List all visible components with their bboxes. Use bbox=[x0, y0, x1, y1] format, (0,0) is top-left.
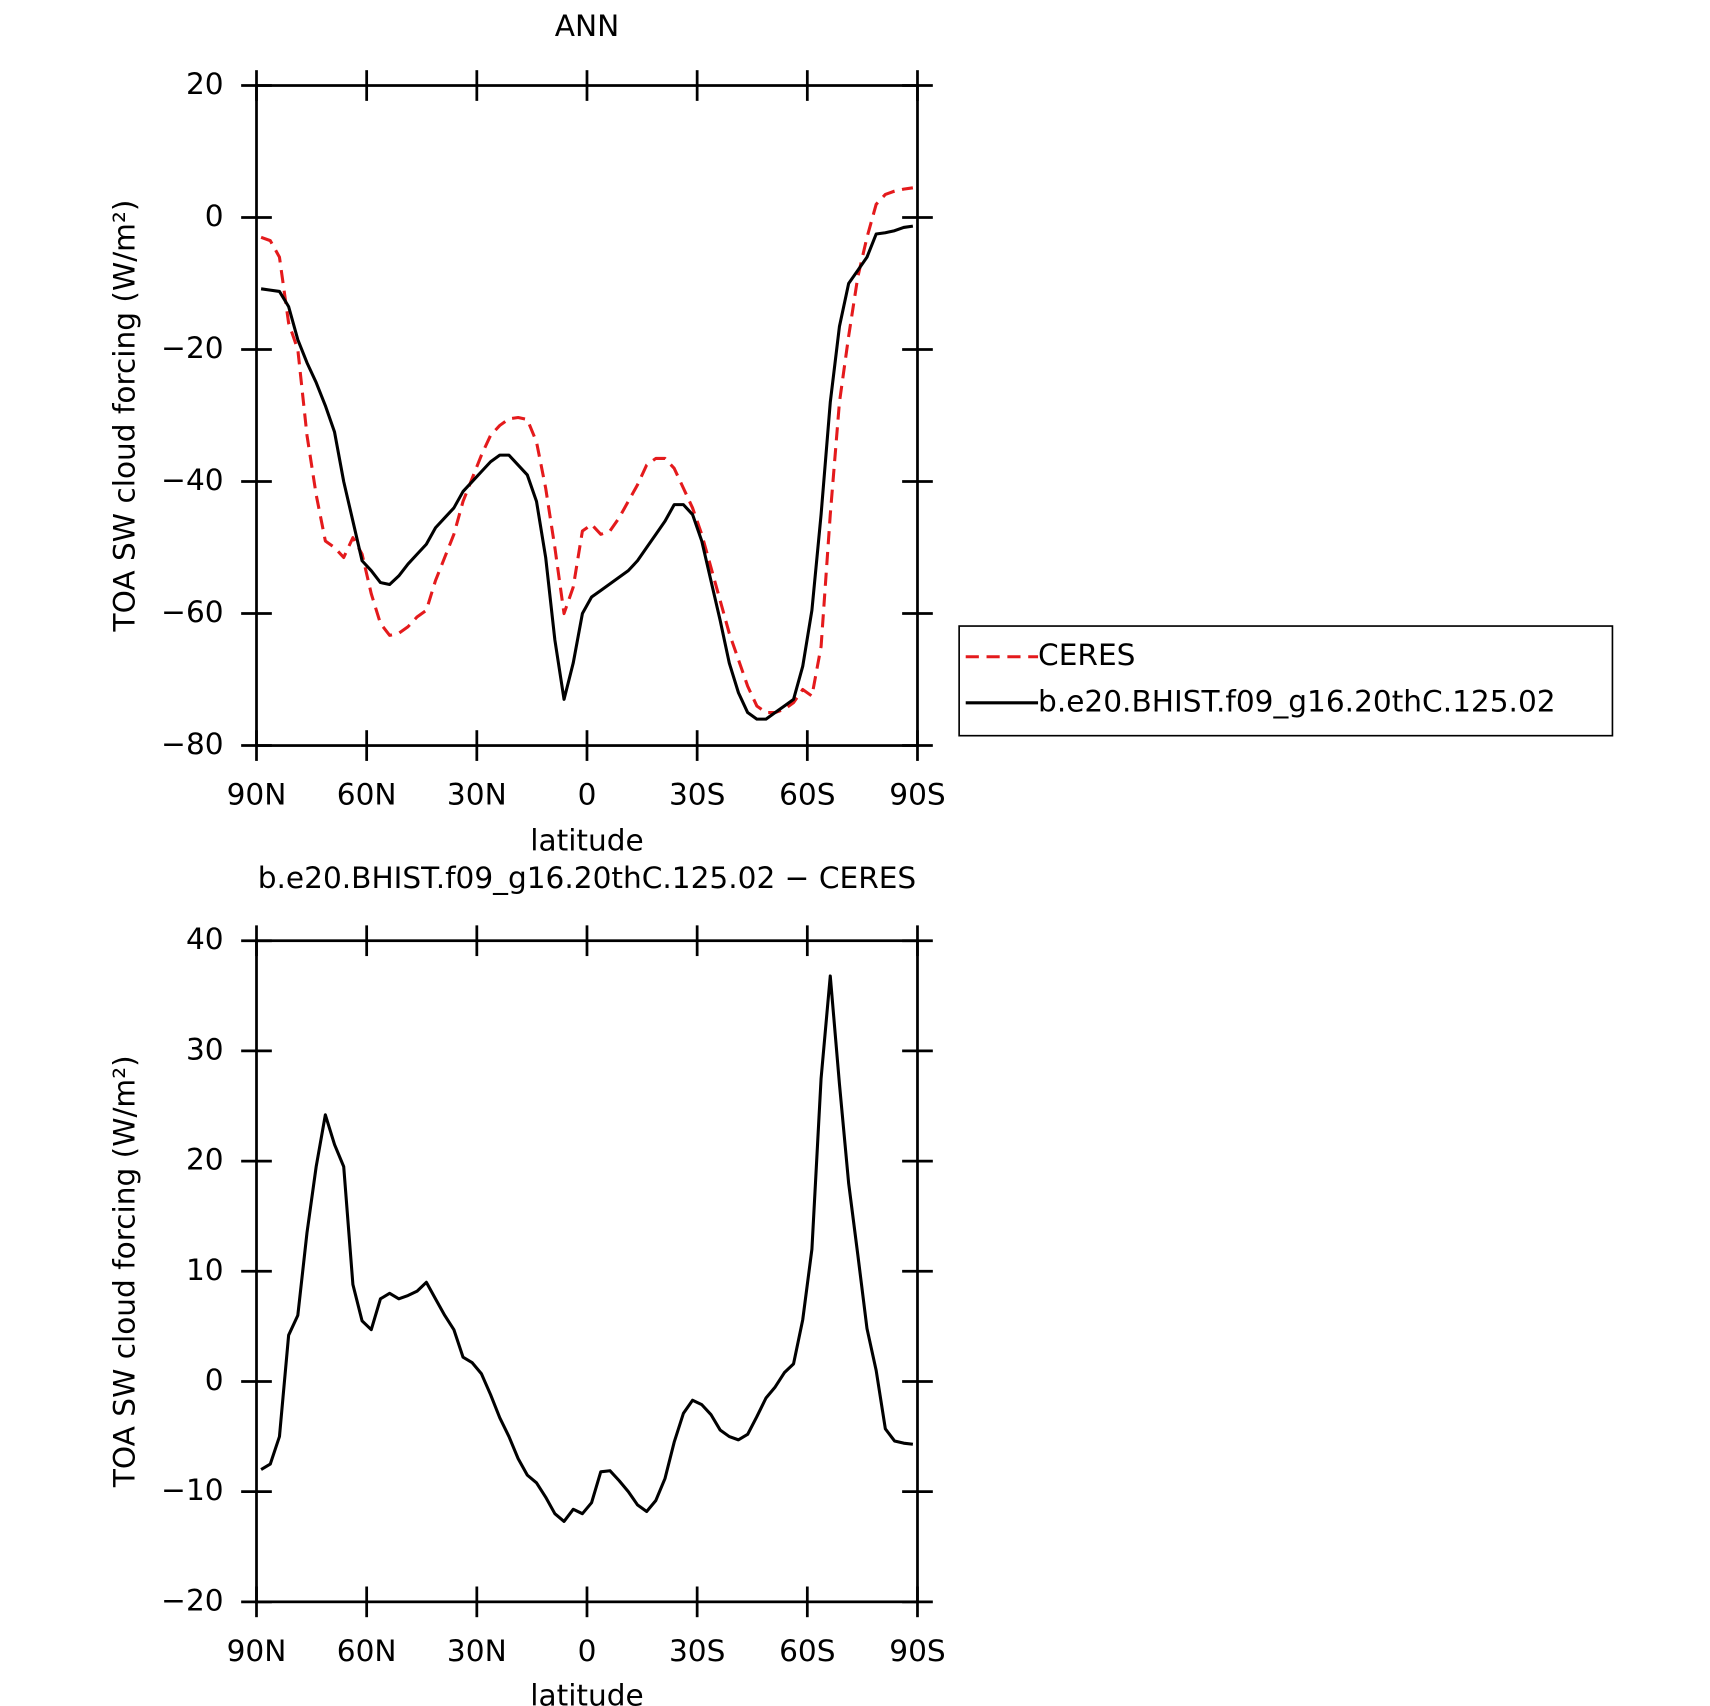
plot-frame bbox=[255, 84, 919, 747]
y-tick-label: 40 bbox=[186, 922, 224, 956]
x-tick-label: 90S bbox=[889, 1634, 945, 1668]
y-tick-label: 30 bbox=[186, 1032, 224, 1066]
y-tick-label: −10 bbox=[161, 1473, 223, 1507]
y-tick-label: −80 bbox=[161, 727, 223, 761]
y-tick-label: −60 bbox=[161, 595, 223, 629]
x-tick-label: 0 bbox=[578, 1634, 597, 1668]
x-axis-label: latitude bbox=[530, 1679, 643, 1706]
chart-title: b.e20.BHIST.f09_g16.20thC.125.02 − CERES bbox=[258, 861, 916, 895]
data-line bbox=[260, 186, 914, 715]
x-tick-label: 30S bbox=[669, 1634, 725, 1668]
data-line bbox=[260, 974, 914, 1523]
x-tick-label: 90S bbox=[889, 777, 945, 811]
y-tick-label: 0 bbox=[205, 199, 224, 233]
y-tick-label: 0 bbox=[205, 1363, 224, 1397]
x-tick-label: 30N bbox=[447, 1634, 507, 1668]
x-tick-label: 60S bbox=[779, 1634, 835, 1668]
y-axis-label: TOA SW cloud forcing (W/m²) bbox=[108, 1055, 142, 1488]
y-axis-label: TOA SW cloud forcing (W/m²) bbox=[108, 200, 142, 633]
x-tick-label: 90N bbox=[227, 1634, 287, 1668]
x-tick-label: 60N bbox=[337, 1634, 397, 1668]
x-tick-label: 60N bbox=[337, 777, 397, 811]
x-tick-label: 30S bbox=[669, 777, 725, 811]
x-tick-label: 90N bbox=[227, 777, 287, 811]
legend-label: CERES bbox=[1038, 638, 1135, 672]
y-tick-label: −20 bbox=[161, 1583, 223, 1617]
x-axis-label: latitude bbox=[530, 824, 643, 858]
y-tick-label: −40 bbox=[161, 463, 223, 497]
y-tick-label: −20 bbox=[161, 331, 223, 365]
y-tick-label: 10 bbox=[186, 1253, 224, 1287]
y-tick-label: 20 bbox=[186, 1143, 224, 1177]
chart-title: ANN bbox=[555, 9, 619, 43]
data-line bbox=[260, 224, 914, 721]
x-tick-label: 60S bbox=[779, 777, 835, 811]
plot-frame bbox=[255, 939, 919, 1604]
legend: CERES b.e20.BHIST.f09_g16.20thC.125.02 bbox=[958, 625, 1614, 737]
legend-box bbox=[958, 625, 1614, 737]
legend-label: b.e20.BHIST.f09_g16.20thC.125.02 bbox=[1038, 684, 1556, 718]
x-tick-label: 30N bbox=[447, 777, 507, 811]
x-tick-label: 0 bbox=[578, 777, 597, 811]
y-tick-label: 20 bbox=[186, 67, 224, 101]
